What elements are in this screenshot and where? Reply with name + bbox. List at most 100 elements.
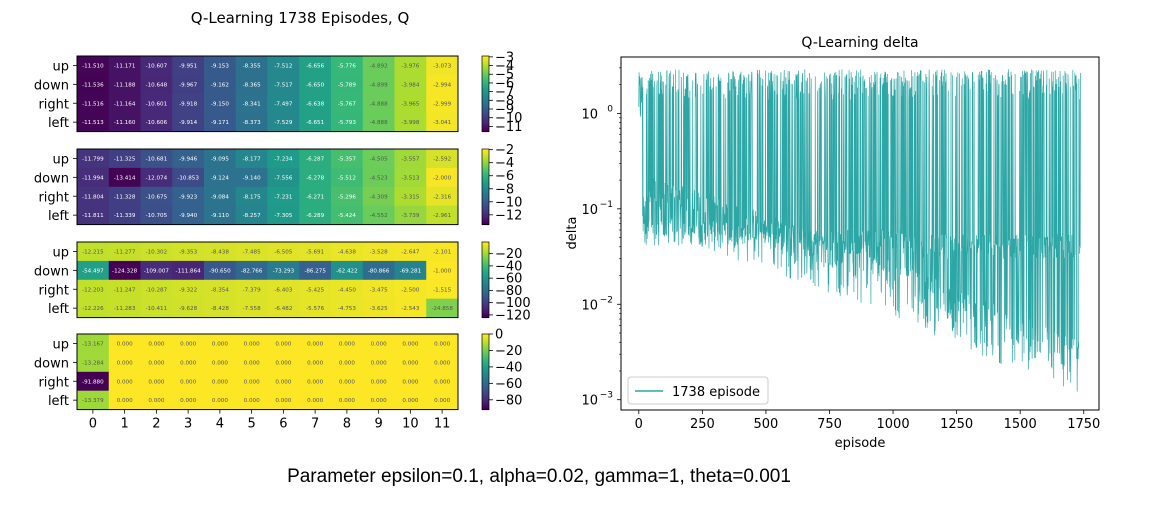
heatmap-cell: [140, 298, 173, 318]
colorbar-segment: [482, 394, 489, 397]
colorbar-segment: [482, 129, 489, 133]
colorbar-tick-label: −20: [495, 344, 522, 359]
heatmap-cell-label: -8.354: [211, 287, 229, 293]
heatmap-cell: [362, 149, 395, 169]
colorbar-segment: [482, 352, 489, 356]
heatmap-cell-label: -3.315: [401, 194, 419, 200]
heatmap-cell-label: -11.339: [114, 213, 136, 219]
heatmap-cell: [362, 167, 395, 188]
heatmap-cell-label: -5.296: [338, 194, 356, 200]
heatmap-cell: [362, 112, 395, 132]
heatmap-cell: [394, 112, 427, 132]
heatmap-row-label: up: [53, 152, 70, 167]
heatmap-cell: [108, 93, 141, 114]
heatmap-cell: [299, 93, 332, 114]
heatmap-cell: [426, 112, 459, 132]
colorbar-segment: [482, 360, 489, 363]
heatmap-cell-label: -91.880: [82, 379, 104, 385]
heatmap-cell: [172, 56, 205, 76]
heatmap-cell: [235, 371, 268, 392]
heatmap-cell-label: -7.305: [274, 213, 292, 219]
heatmap-cell: [108, 186, 141, 207]
heatmap-cell-label: 0.000: [244, 341, 260, 347]
delta-x-ticks: 0 250 500 750 1000 1250 1500 1750: [635, 410, 1100, 432]
colorbar-tick-label: 0: [495, 328, 503, 343]
heatmap-cell: [172, 334, 205, 354]
heatmap-cell-label: -9.628: [179, 306, 197, 312]
heatmap-cell: [362, 260, 395, 281]
heatmap-x-axis: 0 1 2 3 4 5 6 7 8 9 10 11: [89, 409, 450, 432]
heatmap-cell-label: -9.124: [211, 175, 229, 181]
heatmap-cell: [172, 112, 205, 132]
heatmap-cell-label: -54.497: [82, 268, 104, 274]
colorbar-segment: [482, 358, 489, 361]
heatmap-cell: [394, 390, 427, 410]
colorbar-segment: [482, 300, 489, 303]
heatmap-cell-label: -11.277: [114, 249, 136, 255]
colorbar-segment: [482, 294, 489, 298]
colorbar-segment: [482, 255, 489, 258]
heatmap-cell: [394, 205, 427, 225]
colorbar-frame: [481, 333, 490, 410]
heatmap-title: Q-Learning 1738 Episodes, Q: [191, 9, 410, 27]
heatmap-cell-label: 0.000: [371, 398, 387, 404]
colorbar-segment: [482, 386, 489, 390]
colorbar-segment: [482, 127, 489, 131]
heatmap-cell-label: -4.638: [338, 249, 356, 255]
colorbar-segment: [482, 192, 489, 195]
heatmap-panel-0: -11.510 -11.171 -10.607 -9.951 -9.153 -8.355 -…: [34, 55, 459, 133]
colorbar-segment: [482, 93, 489, 97]
heatmap-cell: [267, 186, 300, 207]
heatmap-cell-label: -3.041: [433, 120, 451, 126]
heatmap-cell-label: -7.497: [274, 101, 292, 107]
heatmap-cell-label: -9.353: [179, 249, 197, 255]
heatmap-cell-label: 0.000: [212, 379, 228, 385]
heatmap-cell-label: 0.000: [244, 360, 260, 366]
heatmap-cell-label: 0.000: [180, 398, 196, 404]
heatmap-cell-label: -6.271: [306, 194, 324, 200]
heatmap-cell-label: -9.095: [211, 156, 229, 162]
heatmap-cell: [204, 149, 237, 169]
heatmap-cell: [267, 242, 300, 262]
colorbar-segment: [482, 270, 489, 273]
heatmap-cell: [235, 260, 268, 281]
heatmap-cell: [426, 56, 459, 76]
colorbar-segment: [482, 110, 489, 114]
heatmap-col-label: 5: [247, 417, 255, 432]
colorbar-segment: [482, 175, 489, 178]
heatmap-cell-label: -9.946: [179, 156, 197, 162]
colorbar-segment: [482, 169, 489, 173]
heatmap-cell-label: 0.000: [402, 398, 418, 404]
heatmap-cell: [77, 56, 110, 76]
heatmap-cell-label: -4.523: [370, 175, 388, 181]
heatmap-cell: [204, 205, 237, 225]
heatmap-cell-label: -82.766: [241, 268, 263, 274]
delta-plot-frame: [620, 56, 1100, 411]
heatmap-cell-label: -7.556: [274, 175, 292, 181]
heatmap-col-label: 2: [152, 417, 160, 432]
colorbar-segment: [482, 302, 489, 305]
colorbar-segment: [482, 371, 489, 375]
colorbar-segment: [482, 95, 489, 99]
heatmap-cell-label: -2.543: [401, 306, 419, 312]
heatmap-cell-label: -3.625: [370, 306, 388, 312]
heatmap-row-label: left: [48, 394, 69, 409]
heatmap-cell-label: -10.681: [146, 156, 168, 162]
heatmap-cell-label: 0.000: [244, 379, 260, 385]
heatmap-cell: [394, 149, 427, 169]
heatmap-cell-label: 0.000: [307, 341, 323, 347]
heatmap-cell-label: -9.923: [179, 194, 197, 200]
heatmap-cell: [140, 56, 173, 76]
colorbar-segment: [482, 362, 489, 365]
colorbar-tick-label: −8: [495, 182, 514, 197]
colorbar-segment: [482, 243, 489, 247]
heatmap-cell-label: -9.171: [211, 120, 229, 126]
parameter-caption: Parameter epsilon=0.1, alpha=0.02, gamma…: [287, 466, 791, 487]
heatmap-cell: [267, 74, 300, 95]
heatmap-cell: [77, 242, 110, 262]
heatmap-cell-label: -24.858: [431, 306, 453, 312]
heatmap-cell-label: 0.000: [275, 341, 291, 347]
heatmap-cell-label: 0.000: [434, 341, 450, 347]
colorbar-segment: [482, 390, 489, 394]
colorbar-segment: [482, 205, 489, 209]
